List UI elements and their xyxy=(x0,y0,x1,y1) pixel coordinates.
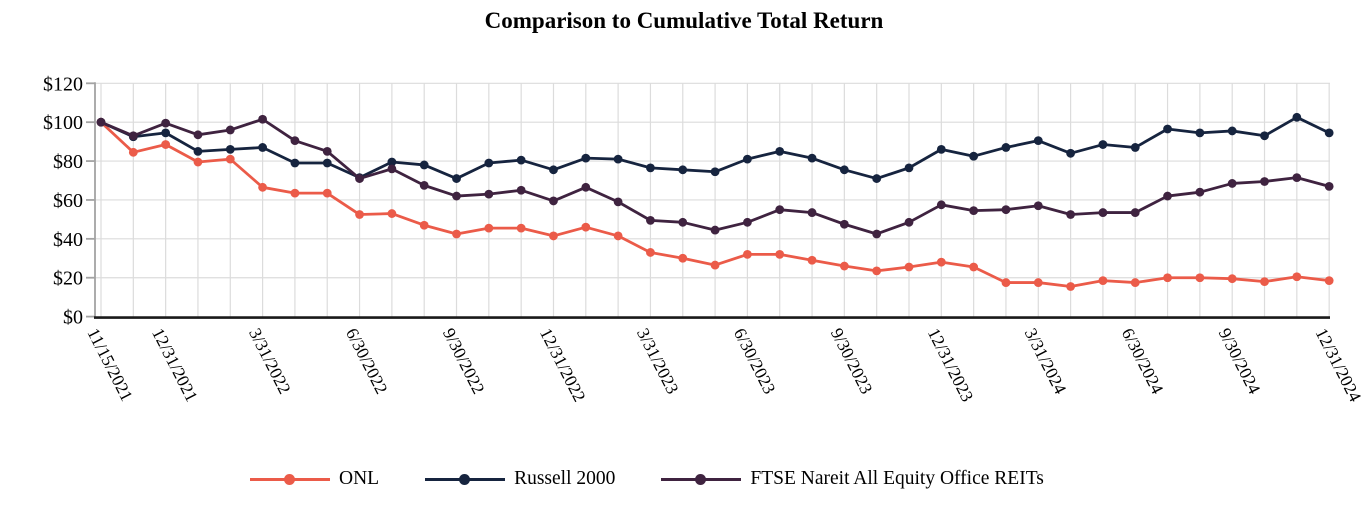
svg-text:11/15/2021: 11/15/2021 xyxy=(83,325,137,405)
svg-text:$60: $60 xyxy=(53,190,83,212)
legend-dot-russell-2000 xyxy=(459,473,471,485)
svg-text:9/30/2024: 9/30/2024 xyxy=(1215,325,1265,398)
svg-text:3/31/2022: 3/31/2022 xyxy=(245,325,295,397)
legend-item-onl: ONL xyxy=(250,468,379,490)
legend-item-ftse-nareit-office: FTSE Nareit All Equity Office REITs xyxy=(661,468,1044,490)
svg-text:$80: $80 xyxy=(53,151,83,173)
chart-legend: ONL Russell 2000 FTSE Nareit All Equity … xyxy=(250,468,1044,490)
svg-text:9/30/2023: 9/30/2023 xyxy=(827,325,877,398)
legend-dot-ftse-nareit-office xyxy=(695,473,707,485)
svg-text:6/30/2023: 6/30/2023 xyxy=(730,325,780,398)
svg-text:12/31/2021: 12/31/2021 xyxy=(148,325,202,405)
legend-line-marker-ftse-nareit-office xyxy=(661,473,742,485)
svg-text:3/31/2024: 3/31/2024 xyxy=(1021,325,1071,398)
svg-text:12/31/2024: 12/31/2024 xyxy=(1312,325,1366,405)
legend-line-marker-russell-2000 xyxy=(425,473,506,485)
svg-text:$0: $0 xyxy=(63,307,83,329)
legend-label-ftse-nareit-office: FTSE Nareit All Equity Office REITs xyxy=(750,468,1044,489)
svg-text:$120: $120 xyxy=(43,73,83,95)
legend-item-russell-2000: Russell 2000 xyxy=(425,468,615,490)
legend-line-marker-onl xyxy=(250,473,330,485)
legend-dot-onl xyxy=(284,473,295,485)
svg-text:6/30/2024: 6/30/2024 xyxy=(1118,325,1168,398)
svg-text:$20: $20 xyxy=(53,268,83,290)
svg-text:6/30/2022: 6/30/2022 xyxy=(342,325,392,397)
svg-text:9/30/2022: 9/30/2022 xyxy=(439,325,489,397)
chart-title: Comparison to Cumulative Total Return xyxy=(484,8,884,33)
svg-text:12/31/2022: 12/31/2022 xyxy=(536,325,590,405)
svg-text:$40: $40 xyxy=(53,229,83,251)
legend-label-russell-2000: Russell 2000 xyxy=(514,468,616,489)
svg-text:12/31/2023: 12/31/2023 xyxy=(924,325,978,405)
svg-text:3/31/2023: 3/31/2023 xyxy=(633,325,683,398)
svg-text:$100: $100 xyxy=(43,112,83,134)
legend-label-onl: ONL xyxy=(339,468,380,489)
